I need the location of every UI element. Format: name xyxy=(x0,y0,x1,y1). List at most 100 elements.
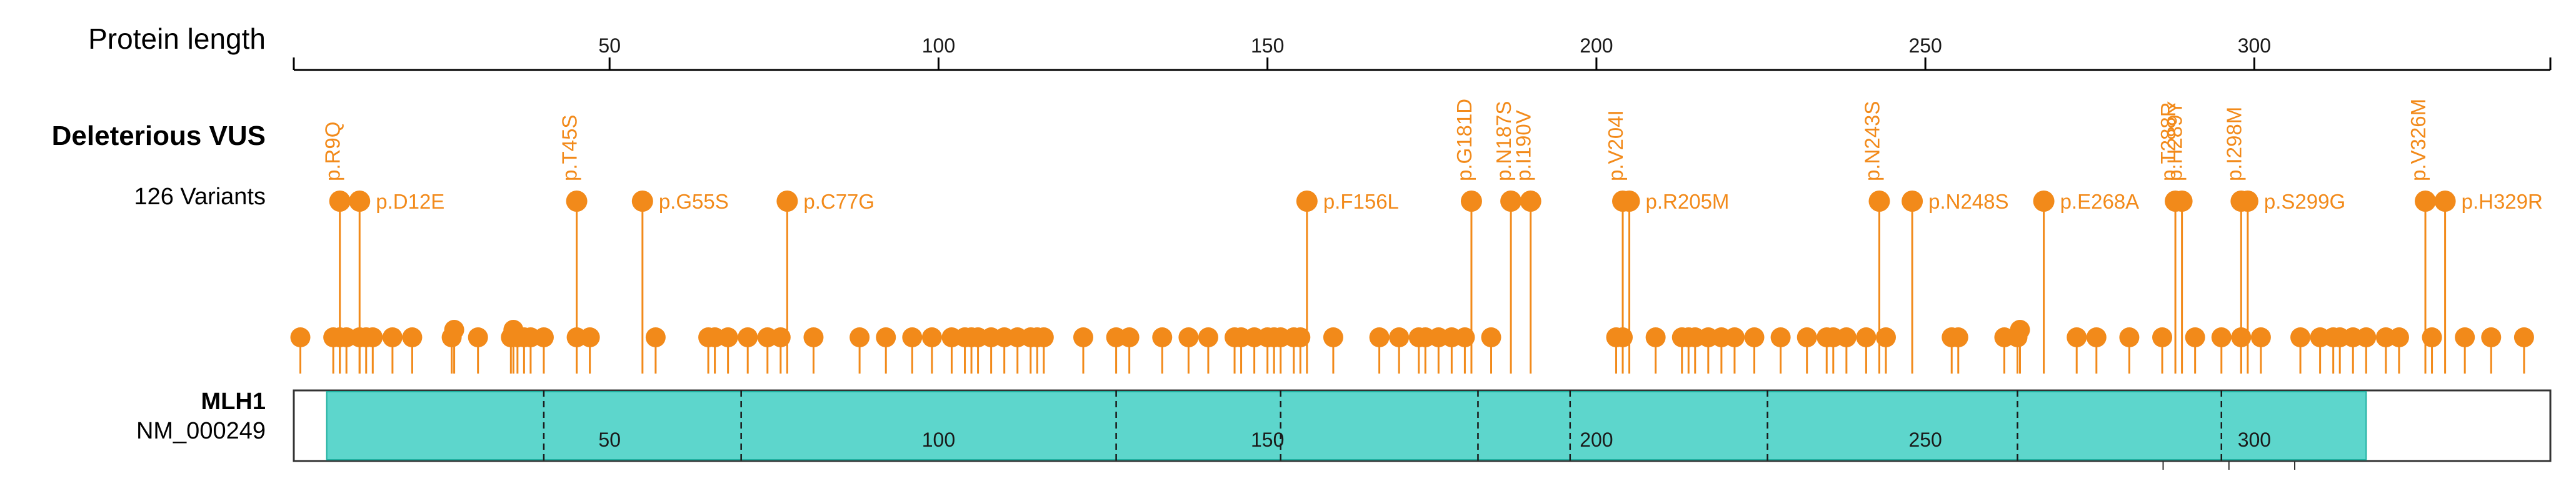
variant-head xyxy=(902,327,923,347)
labeled-variant-head xyxy=(2415,191,2437,212)
variant-head xyxy=(2388,327,2409,347)
variant-head xyxy=(382,327,403,347)
variant-head xyxy=(290,327,311,347)
variant-label: p.H329R xyxy=(2462,190,2543,213)
labeled-variant-head xyxy=(1618,191,1640,212)
domain-tick-label: 50 xyxy=(598,429,621,451)
variant-label: p.I298M xyxy=(2222,107,2245,181)
variant-head xyxy=(1455,327,1475,347)
labeled-variant-head xyxy=(776,191,798,212)
labeled-variant-head xyxy=(1520,191,1541,212)
variant-head xyxy=(1744,327,1765,347)
variant-head xyxy=(738,327,758,347)
variant-head xyxy=(444,320,464,340)
variant-head xyxy=(2422,327,2442,347)
variant-head xyxy=(1323,327,1343,347)
variant-head xyxy=(1290,327,1311,347)
variant-head xyxy=(1856,327,1877,347)
variant-head xyxy=(2185,327,2205,347)
variant-head xyxy=(1724,327,1745,347)
variant-head xyxy=(849,327,870,347)
variant-head xyxy=(1198,327,1218,347)
variant-head xyxy=(1948,327,1968,347)
variant-head xyxy=(579,327,600,347)
labeled-variant-head xyxy=(1460,191,1482,212)
variant-head xyxy=(2086,327,2107,347)
variant-head xyxy=(1770,327,1791,347)
domain-tick-label: 100 xyxy=(922,429,955,451)
protein-length-axis: 50 100 150 200 250 300 xyxy=(293,34,2552,71)
labeled-variant-head xyxy=(329,191,351,212)
variant-head xyxy=(1369,327,1390,347)
axis-tick-label: 300 xyxy=(2238,34,2271,57)
variant-head xyxy=(1613,327,1633,347)
variant-head xyxy=(468,327,488,347)
gene-name: MLH1 xyxy=(201,389,266,415)
labeled-variant-head xyxy=(2434,191,2456,212)
variant-head xyxy=(876,327,896,347)
variant-label: p.N248S xyxy=(1928,190,2008,213)
variant-head xyxy=(1389,327,1410,347)
variant-head xyxy=(921,327,942,347)
axis-tick-label: 150 xyxy=(1251,34,1284,57)
variant-heads: p.R9Q p.D12E p.T45S p.G55S p.C77G p.F156L p.G1… xyxy=(290,99,2543,347)
variant-head xyxy=(2513,327,2534,347)
variant-label: p.T45S xyxy=(558,115,581,181)
axis-title: Protein length xyxy=(88,22,266,55)
variant-label: p.V326M xyxy=(2407,99,2430,181)
variant-head xyxy=(2290,327,2311,347)
variant-head xyxy=(402,327,423,347)
variant-head xyxy=(533,327,554,347)
domain-tick-label: 300 xyxy=(2238,429,2271,451)
variant-label: p.E268A xyxy=(2060,190,2140,213)
variant-label: p.R9Q xyxy=(321,122,344,181)
domain-tick-label: 150 xyxy=(1251,429,1284,451)
variant-head xyxy=(1481,327,1501,347)
variant-label: p.N243S xyxy=(1860,101,1883,181)
variant-head xyxy=(1073,327,1093,347)
axis-tick-label: 100 xyxy=(922,34,955,57)
variant-head xyxy=(2231,327,2252,347)
labeled-variant-head xyxy=(2033,191,2055,212)
axis-tick-label: 50 xyxy=(598,34,621,57)
labeled-variant-head xyxy=(1500,191,1522,212)
labeled-variant-head xyxy=(2171,191,2193,212)
variant-head xyxy=(803,327,824,347)
variant-label: p.V204I xyxy=(1604,110,1627,181)
variant-head xyxy=(1875,327,1896,347)
variant-head xyxy=(2067,327,2087,347)
variant-label: p.R205M xyxy=(1646,190,1730,213)
domain-tick-label: 200 xyxy=(1580,429,1613,451)
variant-label: p.C77G xyxy=(803,190,875,213)
axis-tick-label: 250 xyxy=(1908,34,1942,57)
variant-label: p.H289Y xyxy=(2163,101,2187,181)
variant-label: p.S299G xyxy=(2264,190,2345,213)
labeled-variant-head xyxy=(1902,191,1923,212)
labeled-variant-head xyxy=(1868,191,1890,212)
labeled-variant-head xyxy=(349,191,371,212)
variant-head xyxy=(1119,327,1140,347)
variant-head xyxy=(1152,327,1173,347)
labeled-variant-head xyxy=(631,191,653,212)
variant-head xyxy=(2152,327,2173,347)
variant-label: p.N187S xyxy=(1492,101,1515,181)
variant-head xyxy=(1836,327,1857,347)
variant-label: p.D12E xyxy=(376,190,444,213)
variant-label: p.F156L xyxy=(1323,190,1399,213)
variant-head xyxy=(2010,320,2030,340)
axis-tick-label: 200 xyxy=(1580,34,1613,57)
variant-label: p.G55S xyxy=(659,190,729,213)
labeled-variant-head xyxy=(2237,191,2258,212)
variant-head xyxy=(2356,327,2377,347)
variant-head xyxy=(645,327,666,347)
variant-head xyxy=(1797,327,1817,347)
protein-domain xyxy=(326,391,2367,460)
variant-head xyxy=(770,327,791,347)
variant-head xyxy=(363,327,383,347)
variant-stems xyxy=(299,201,2525,374)
domain-tick-label: 250 xyxy=(1908,429,1942,451)
variant-head xyxy=(718,327,738,347)
track-title: Deleterious VUS xyxy=(52,121,266,151)
variant-head xyxy=(1645,327,1666,347)
